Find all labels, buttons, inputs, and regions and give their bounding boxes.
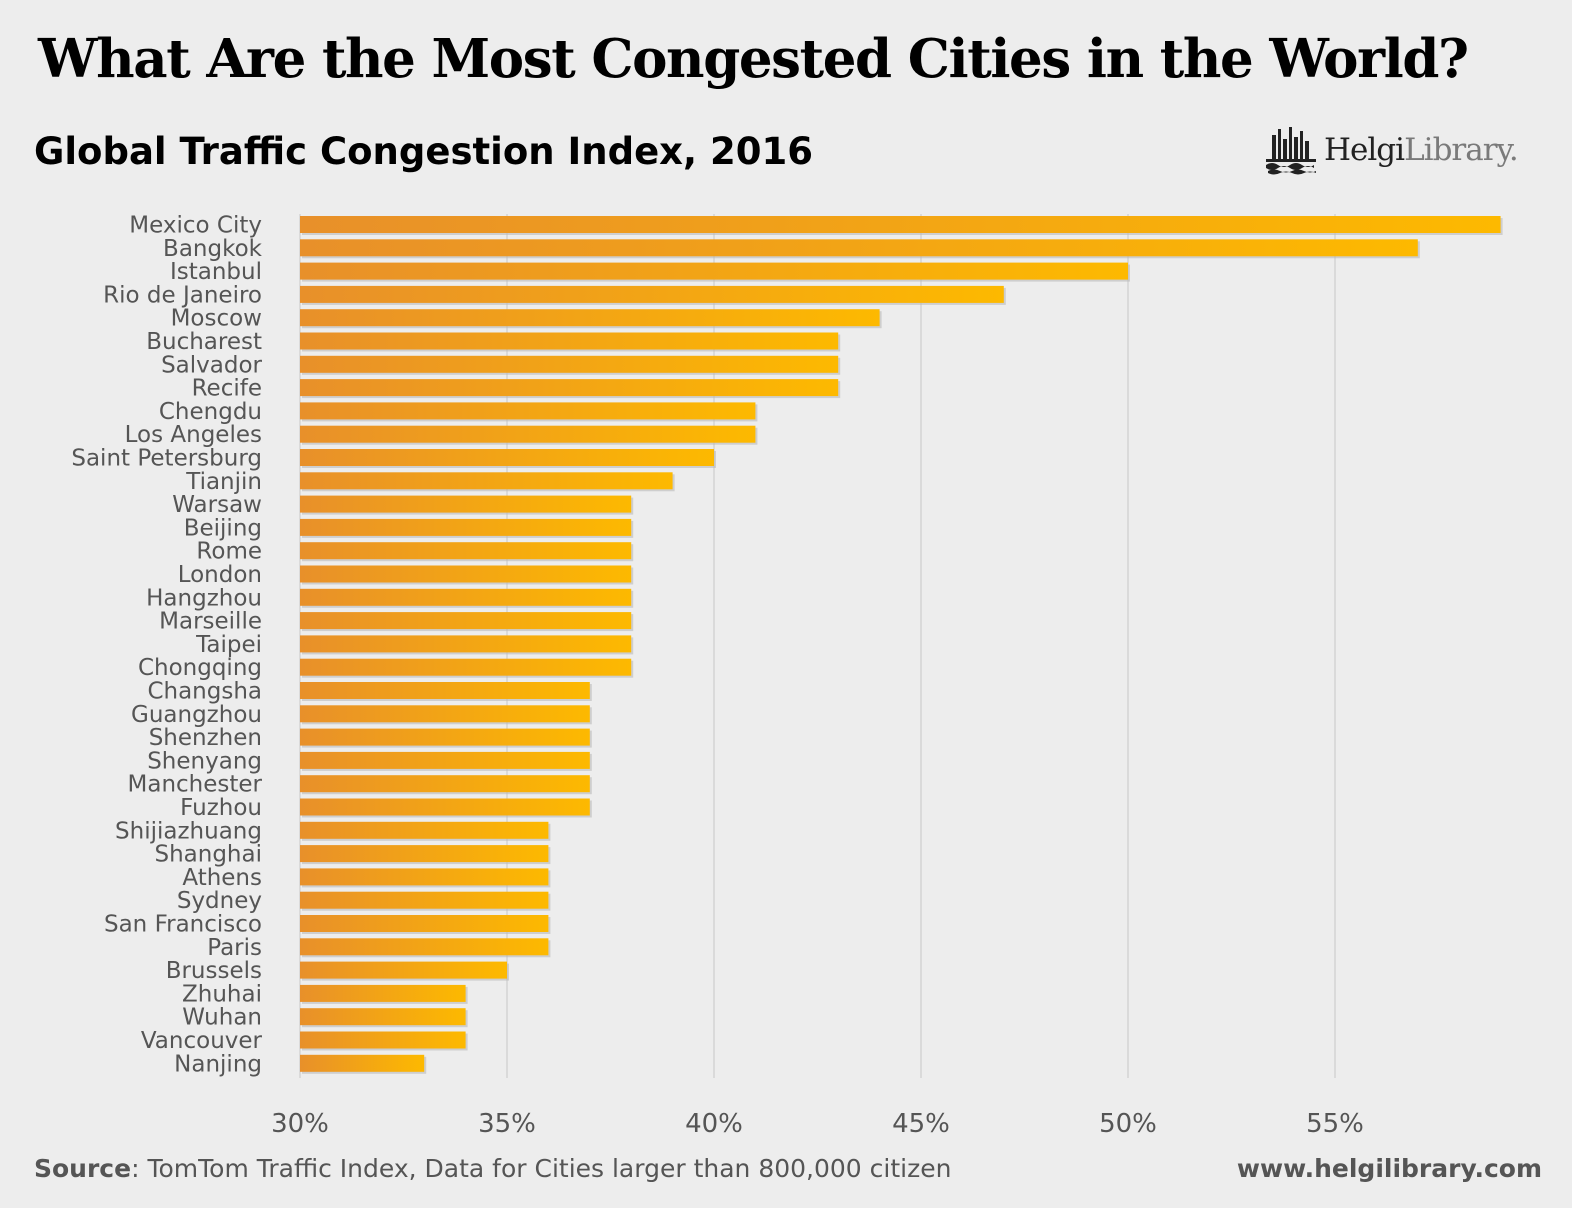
bar	[300, 775, 590, 793]
x-tick-label: 40%	[685, 1109, 743, 1139]
category-label: Brussels	[166, 958, 262, 984]
category-label: Moscow	[171, 306, 262, 332]
category-label: Athens	[182, 865, 262, 891]
category-label: Istanbul	[170, 259, 262, 285]
category-label: Tianjin	[185, 469, 262, 495]
category-label: Paris	[207, 935, 262, 961]
category-label: Hangzhou	[146, 585, 262, 611]
x-tick-label: 45%	[892, 1109, 950, 1139]
category-label: Chongqing	[138, 655, 262, 681]
bar	[300, 682, 590, 699]
category-label: Shenyang	[147, 748, 262, 774]
bar	[300, 495, 632, 513]
category-label: Rio de Janeiro	[103, 282, 262, 308]
category-label: Wuhan	[182, 1005, 262, 1031]
bar	[300, 472, 673, 490]
category-label: Nanjing	[174, 1051, 262, 1077]
category-label: Sydney	[177, 888, 262, 914]
bar	[300, 402, 756, 420]
bar	[300, 1031, 466, 1049]
bar	[300, 728, 590, 746]
category-label: Taipei	[195, 632, 262, 658]
bar	[300, 332, 839, 350]
category-label: Vancouver	[141, 1028, 263, 1054]
website-url: www.helgilibrary.com	[1236, 1154, 1542, 1183]
bar	[300, 425, 756, 443]
bar	[300, 821, 549, 839]
category-label: Marseille	[159, 609, 262, 635]
category-label: Manchester	[128, 772, 263, 798]
category-label: Fuzhou	[180, 795, 262, 821]
bar	[300, 961, 507, 979]
bar	[300, 588, 632, 606]
city-skyline-icon	[1266, 127, 1316, 175]
bar	[300, 565, 632, 583]
chart-bars	[300, 216, 1503, 1074]
bar	[300, 518, 632, 536]
bar	[300, 216, 1501, 233]
x-tick-label: 50%	[1099, 1109, 1157, 1139]
category-label: Bangkok	[163, 236, 263, 262]
category-label: Guangzhou	[131, 702, 262, 728]
page-title: What Are the Most Congested Cities in th…	[38, 28, 1469, 90]
bar	[300, 868, 549, 886]
x-tick-label: 55%	[1306, 1109, 1364, 1139]
category-label: Salvador	[161, 352, 262, 378]
bar	[300, 379, 839, 397]
source-note: Source: TomTom Traffic Index, Data for C…	[34, 1154, 951, 1183]
category-label: Shenzhen	[149, 725, 262, 751]
category-label: Shijiazhuang	[115, 818, 262, 844]
category-label: Rome	[196, 539, 262, 565]
bar	[300, 798, 590, 816]
bar	[300, 984, 466, 1002]
category-label: Zhuhai	[182, 981, 262, 1007]
bar	[300, 449, 714, 466]
bar	[300, 612, 632, 630]
bar	[300, 705, 590, 723]
category-label: Saint Petersburg	[71, 446, 262, 472]
category-label: Shanghai	[154, 842, 262, 868]
bar	[300, 891, 549, 909]
category-label: Los Angeles	[125, 422, 262, 448]
category-label: Chengdu	[159, 399, 262, 425]
chart-subtitle: Global Traffic Congestion Index, 2016	[34, 130, 813, 173]
brand-logo: HelgiLibrary.	[1264, 124, 1519, 176]
category-label: San Francisco	[104, 912, 262, 938]
bar	[300, 635, 632, 653]
brand-name-part1: Helgi	[1324, 132, 1405, 168]
chart-x-axis: 30% 35% 40% 45% 50% 55%	[271, 1109, 1364, 1139]
bar	[300, 309, 880, 327]
bar	[300, 239, 1418, 257]
bar	[300, 285, 1004, 303]
category-label: London	[178, 562, 262, 588]
category-label: Warsaw	[172, 492, 262, 518]
bar	[300, 355, 839, 373]
brand-name: HelgiLibrary.	[1324, 132, 1519, 168]
bar	[300, 938, 549, 956]
source-label: Source	[34, 1154, 132, 1183]
x-tick-label: 30%	[271, 1109, 329, 1139]
bar	[300, 915, 549, 932]
brand-name-part2: Library.	[1404, 132, 1519, 168]
bar	[300, 658, 632, 676]
bar	[300, 845, 549, 863]
source-text: : TomTom Traffic Index, Data for Cities …	[131, 1154, 952, 1183]
category-label: Beijing	[184, 515, 262, 541]
bar	[300, 1008, 466, 1026]
x-tick-label: 35%	[478, 1109, 536, 1139]
bar	[300, 262, 1128, 280]
category-label: Bucharest	[146, 329, 262, 355]
category-label: Changsha	[147, 679, 262, 705]
bar	[300, 751, 590, 769]
category-label: Mexico City	[129, 213, 262, 239]
bar	[300, 1054, 425, 1072]
bar	[300, 542, 632, 560]
category-label: Recife	[192, 376, 262, 402]
